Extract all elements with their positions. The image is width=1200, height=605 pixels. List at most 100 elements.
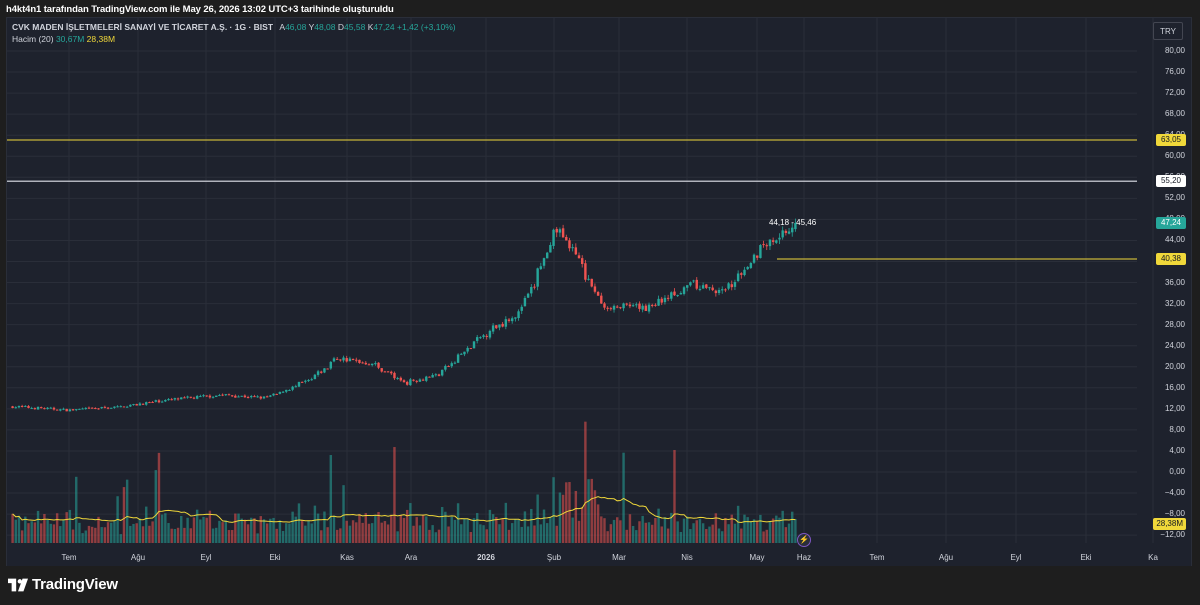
candle-body bbox=[71, 409, 75, 411]
candle-body bbox=[294, 386, 298, 388]
volume-bar bbox=[514, 519, 517, 543]
candle-body bbox=[517, 311, 520, 319]
volume-bar bbox=[463, 518, 466, 543]
volume-bar bbox=[577, 520, 581, 543]
candle-body bbox=[606, 307, 609, 309]
volume-bar bbox=[71, 529, 75, 543]
volume-bar bbox=[11, 513, 14, 543]
candle-body bbox=[651, 304, 654, 306]
candle-body bbox=[135, 403, 138, 406]
candle-body bbox=[584, 263, 587, 280]
grid bbox=[7, 18, 1154, 543]
symbol-legend[interactable]: CVK MADEN İŞLETMELERİ SANAYİ VE TİCARET … bbox=[12, 22, 456, 32]
volume-bar bbox=[113, 521, 116, 543]
candle-body bbox=[689, 282, 692, 286]
brand-name: TradingView bbox=[32, 576, 118, 593]
candle-body bbox=[173, 398, 177, 400]
volume-bar bbox=[342, 485, 345, 543]
volume-bar bbox=[75, 476, 78, 543]
candles bbox=[11, 218, 797, 412]
volume-bar bbox=[549, 517, 552, 543]
volume-bar bbox=[148, 525, 151, 543]
candle-body bbox=[510, 318, 514, 322]
price-tick: 52,00 bbox=[1164, 193, 1185, 203]
candle-body bbox=[97, 408, 100, 410]
candle-body bbox=[428, 376, 431, 378]
bolt-icon[interactable]: ⚡ bbox=[797, 533, 811, 547]
volume-bar bbox=[590, 478, 593, 543]
candle-body bbox=[638, 303, 641, 309]
candle-body bbox=[157, 400, 161, 403]
candle-body bbox=[30, 407, 33, 409]
volume-bar bbox=[145, 506, 148, 543]
volume-bar bbox=[593, 490, 597, 543]
volume-bar bbox=[339, 528, 342, 543]
volume-bar bbox=[708, 526, 711, 543]
volume-bar bbox=[227, 530, 231, 543]
low-value: 45,58 bbox=[344, 22, 366, 32]
volume-bar bbox=[138, 518, 142, 543]
volume-bar bbox=[714, 513, 718, 543]
volume-bar bbox=[49, 523, 52, 543]
candle-body bbox=[345, 358, 348, 362]
candle-body bbox=[701, 285, 705, 289]
candle-body bbox=[536, 268, 539, 287]
price-tick: 36,00 bbox=[1164, 277, 1185, 287]
open-value: 46,08 bbox=[285, 22, 307, 32]
high-value: 48,08 bbox=[314, 22, 336, 32]
price-chart[interactable] bbox=[7, 18, 1191, 566]
volume-bar bbox=[329, 455, 333, 543]
currency-button[interactable]: TRY bbox=[1153, 22, 1183, 40]
volume-bar bbox=[517, 519, 520, 543]
candle-body bbox=[189, 396, 193, 398]
candle-body bbox=[103, 406, 107, 408]
price-tick: 80,00 bbox=[1164, 46, 1185, 55]
volume-bar bbox=[635, 530, 638, 543]
volume-bar bbox=[437, 529, 441, 543]
candle-body bbox=[304, 380, 307, 382]
candle-body bbox=[791, 227, 794, 233]
volume-bar bbox=[425, 516, 428, 543]
candle-body bbox=[609, 308, 613, 310]
volume-bar bbox=[141, 526, 145, 543]
chart-pane[interactable]: CVK MADEN İŞLETMELERİ SANAYİ VE TİCARET … bbox=[6, 17, 1192, 567]
candle-body bbox=[138, 403, 142, 406]
volume-bar bbox=[409, 503, 412, 543]
tradingview-logo[interactable]: TradingView bbox=[8, 576, 118, 593]
price-tick: 16,00 bbox=[1164, 382, 1185, 392]
candle-body bbox=[55, 409, 59, 411]
candle-body bbox=[507, 319, 511, 321]
candle-body bbox=[281, 391, 285, 393]
candle-body bbox=[402, 380, 406, 383]
volume-bar bbox=[415, 517, 418, 543]
volume-bar bbox=[62, 519, 65, 543]
candle-body bbox=[399, 377, 403, 381]
volume-label[interactable]: Hacim (20) bbox=[12, 34, 54, 44]
volume-bar bbox=[173, 528, 177, 543]
volume-bar bbox=[205, 517, 208, 543]
volume-bar bbox=[428, 529, 431, 543]
volume-bar bbox=[211, 528, 215, 543]
time-tick: Kas bbox=[340, 553, 354, 562]
candle-body bbox=[62, 408, 65, 410]
last-price-tag: 47,24 bbox=[1156, 216, 1186, 229]
candle-body bbox=[418, 379, 422, 382]
volume-bar bbox=[106, 522, 110, 543]
volume-bar bbox=[383, 521, 387, 543]
volume-bar bbox=[752, 519, 756, 543]
candle-body bbox=[526, 293, 530, 298]
candle-body bbox=[549, 245, 552, 253]
volume-bar bbox=[129, 525, 132, 543]
candle-body bbox=[141, 403, 145, 405]
volume-legend[interactable]: Hacim (20) 30,67M 28,38M bbox=[12, 34, 115, 44]
candle-body bbox=[43, 408, 46, 410]
volume-bar bbox=[771, 518, 775, 543]
symbol-title[interactable]: CVK MADEN İŞLETMELERİ SANAYİ VE TİCARET … bbox=[12, 22, 274, 32]
volume-bar bbox=[603, 518, 606, 543]
candle-body bbox=[724, 289, 727, 291]
price-tick: 44,00 bbox=[1164, 235, 1185, 245]
volume-bar bbox=[377, 512, 380, 543]
candle-body bbox=[771, 240, 775, 242]
volume-bar bbox=[701, 523, 705, 543]
candle-body bbox=[265, 396, 269, 398]
